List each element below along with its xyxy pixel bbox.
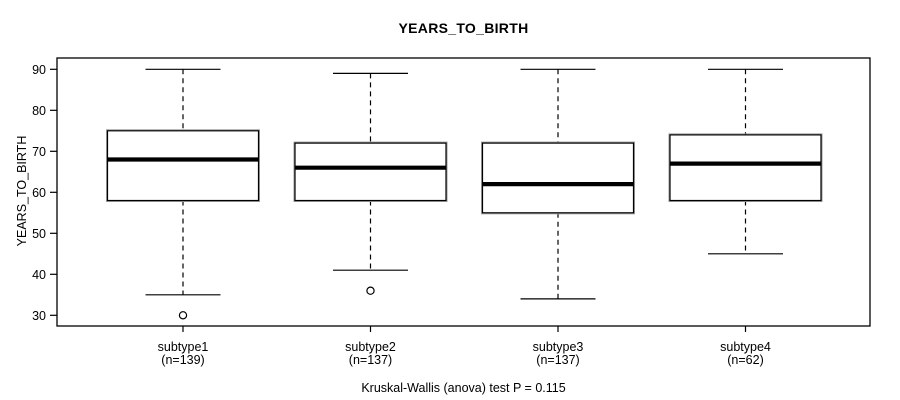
x-category-count-label: (n=139) [161, 353, 204, 367]
outlier-point [178, 311, 188, 320]
iqr-box-shadow [293, 141, 448, 203]
x-category-count-label: (n=137) [349, 353, 392, 367]
iqr-box-shadow [106, 129, 260, 202]
y-axis-tick-label: 80 [32, 104, 46, 118]
y-axis-tick-label: 60 [32, 186, 46, 200]
y-axis-tick-label: 40 [32, 268, 46, 282]
x-category-count-label: (n=62) [727, 353, 763, 367]
x-category-label: subtype3 [533, 340, 584, 354]
iqr-box-shadow [481, 141, 635, 215]
x-category-label: subtype4 [720, 340, 771, 354]
x-category-label: subtype2 [345, 340, 396, 354]
outlier-point [366, 286, 375, 295]
stats-caption: Kruskal-Wallis (anova) test P = 0.115 [361, 381, 566, 395]
iqr-box [481, 142, 635, 214]
y-axis-tick-label: 90 [32, 63, 46, 77]
x-category-count-label: (n=137) [536, 353, 579, 367]
iqr-box [106, 130, 260, 202]
chart-title: YEARS_TO_BIRTH [398, 20, 529, 36]
y-axis-tick-label: 50 [32, 227, 46, 241]
iqr-box [294, 142, 447, 202]
x-category-label: subtype1 [158, 340, 209, 354]
iqr-box [669, 134, 822, 202]
y-axis-tick-label: 30 [32, 309, 46, 323]
iqr-box-shadow [668, 133, 823, 202]
y-axis-tick-label: 70 [32, 145, 46, 159]
